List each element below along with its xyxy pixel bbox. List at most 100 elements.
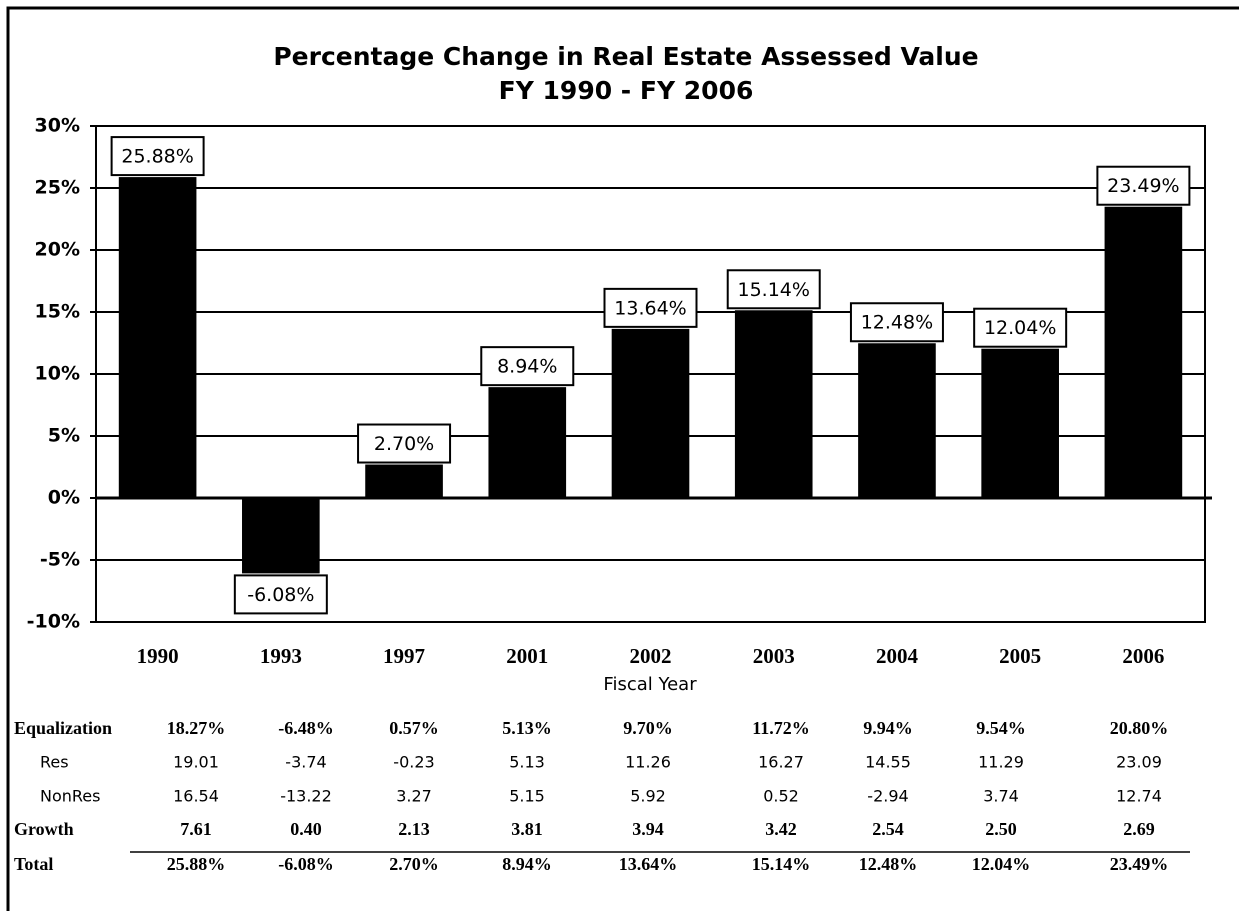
table-cell: -13.22 (280, 787, 332, 806)
table-cell: -6.08% (278, 854, 334, 874)
y-tick-label: 15% (35, 301, 80, 323)
table-cell: 23.09 (1116, 753, 1162, 772)
bar (488, 387, 567, 498)
table-cell: 3.74 (983, 787, 1019, 806)
table-cell: 20.80% (1110, 718, 1169, 738)
row-label: Total (14, 854, 53, 874)
table-cell: 14.55 (865, 753, 911, 772)
bar (242, 498, 320, 574)
value-label-box (233, 574, 328, 615)
table-cell: 18.27% (167, 718, 226, 738)
table-cell: 2.50 (985, 819, 1017, 839)
table-cell: -6.48% (278, 718, 334, 738)
value-label: 2.70% (374, 433, 434, 455)
table-cell: 19.01 (173, 753, 219, 772)
table-cell: 12.48% (859, 854, 918, 874)
y-tick-label: 30% (35, 115, 80, 137)
table-cell: 23.49% (1110, 854, 1169, 874)
chart-subtitle: FY 1990 - FY 2006 (499, 76, 754, 105)
table-cell: 2.54 (872, 819, 904, 839)
table-cell: 0.40 (290, 819, 322, 839)
table-cell: 5.92 (630, 787, 666, 806)
table-cell: 9.70% (623, 718, 673, 738)
value-label: 25.88% (121, 146, 193, 168)
table-cell: -0.23 (393, 753, 434, 772)
y-tick-label: 25% (35, 177, 80, 199)
value-label: 8.94% (497, 356, 557, 378)
row-label: NonRes (40, 787, 100, 806)
table-cell: 5.15 (509, 787, 545, 806)
table-cell: -3.74 (285, 753, 326, 772)
table-cell: 12.74 (1116, 787, 1162, 806)
table-cell: 16.27 (758, 753, 804, 772)
table-cell: 2.69 (1123, 819, 1155, 839)
table-cell: 7.61 (180, 819, 212, 839)
table-cell: 5.13 (509, 753, 545, 772)
x-tick-label: 1990 (137, 644, 179, 668)
bar (981, 348, 1059, 498)
row-label: Growth (14, 819, 74, 839)
y-tick-label: 5% (48, 425, 80, 447)
table-cell: 12.04% (972, 854, 1031, 874)
value-label-box (357, 423, 452, 464)
table-cell: 0.52 (763, 787, 799, 806)
table-cell: 25.88% (167, 854, 226, 874)
x-tick-label: 1993 (260, 644, 302, 668)
x-tick-label: 1997 (383, 644, 425, 668)
value-label: 15.14% (737, 279, 809, 301)
table-cell: 2.13 (398, 819, 430, 839)
value-label-box (726, 269, 821, 310)
bar (611, 328, 690, 498)
y-tick-label: 0% (48, 487, 80, 509)
frame (6, 6, 1239, 911)
table-cell: 11.26 (625, 753, 671, 772)
table-cell: 11.29 (978, 753, 1024, 772)
value-label-box (603, 287, 698, 328)
y-tick-label: -10% (27, 611, 80, 633)
value-label: 23.49% (1107, 175, 1179, 197)
table-cell: 3.94 (632, 819, 664, 839)
table-cell: -2.94 (867, 787, 908, 806)
value-label: 12.04% (984, 317, 1056, 339)
value-label-box (973, 307, 1068, 348)
table-cell: 15.14% (752, 854, 811, 874)
x-tick-label: 2004 (876, 644, 919, 668)
bar (118, 177, 197, 498)
table-cell: 0.57% (389, 718, 439, 738)
x-tick-label: 2002 (630, 644, 672, 668)
y-tick-label: -5% (40, 549, 80, 571)
x-tick-label: 2001 (506, 644, 548, 668)
value-label: 12.48% (861, 312, 933, 334)
x-tick-label: 2003 (753, 644, 795, 668)
row-label: Equalization (14, 718, 112, 738)
table-cell: 16.54 (173, 787, 219, 806)
value-label-box (480, 346, 575, 387)
bar (858, 343, 936, 498)
bar (365, 464, 443, 498)
table-cell: 2.70% (389, 854, 439, 874)
table-cell: 9.54% (976, 718, 1026, 738)
row-label: Res (40, 753, 69, 772)
value-label-box (110, 136, 205, 177)
table-cell: 3.27 (396, 787, 432, 806)
x-tick-label: 2005 (999, 644, 1041, 668)
value-label-box (849, 302, 944, 343)
value-label-box (1096, 165, 1191, 206)
chart-title: Percentage Change in Real Estate Assesse… (273, 42, 978, 71)
value-label: 13.64% (614, 297, 686, 319)
x-tick-label: 2006 (1122, 644, 1164, 668)
table-cell: 13.64% (619, 854, 678, 874)
bar (1104, 206, 1183, 498)
table-cell: 9.94% (863, 718, 913, 738)
table-cell: 5.13% (502, 718, 552, 738)
bar (734, 310, 813, 498)
table-cell: 11.72% (752, 718, 810, 738)
y-tick-label: 20% (35, 239, 80, 261)
table-cell: 3.42 (765, 819, 797, 839)
table-cell: 8.94% (502, 854, 552, 874)
y-tick-label: 10% (35, 363, 80, 385)
table-cell: 3.81 (511, 819, 543, 839)
x-axis-label: Fiscal Year (603, 674, 697, 695)
value-label: -6.08% (247, 584, 314, 606)
